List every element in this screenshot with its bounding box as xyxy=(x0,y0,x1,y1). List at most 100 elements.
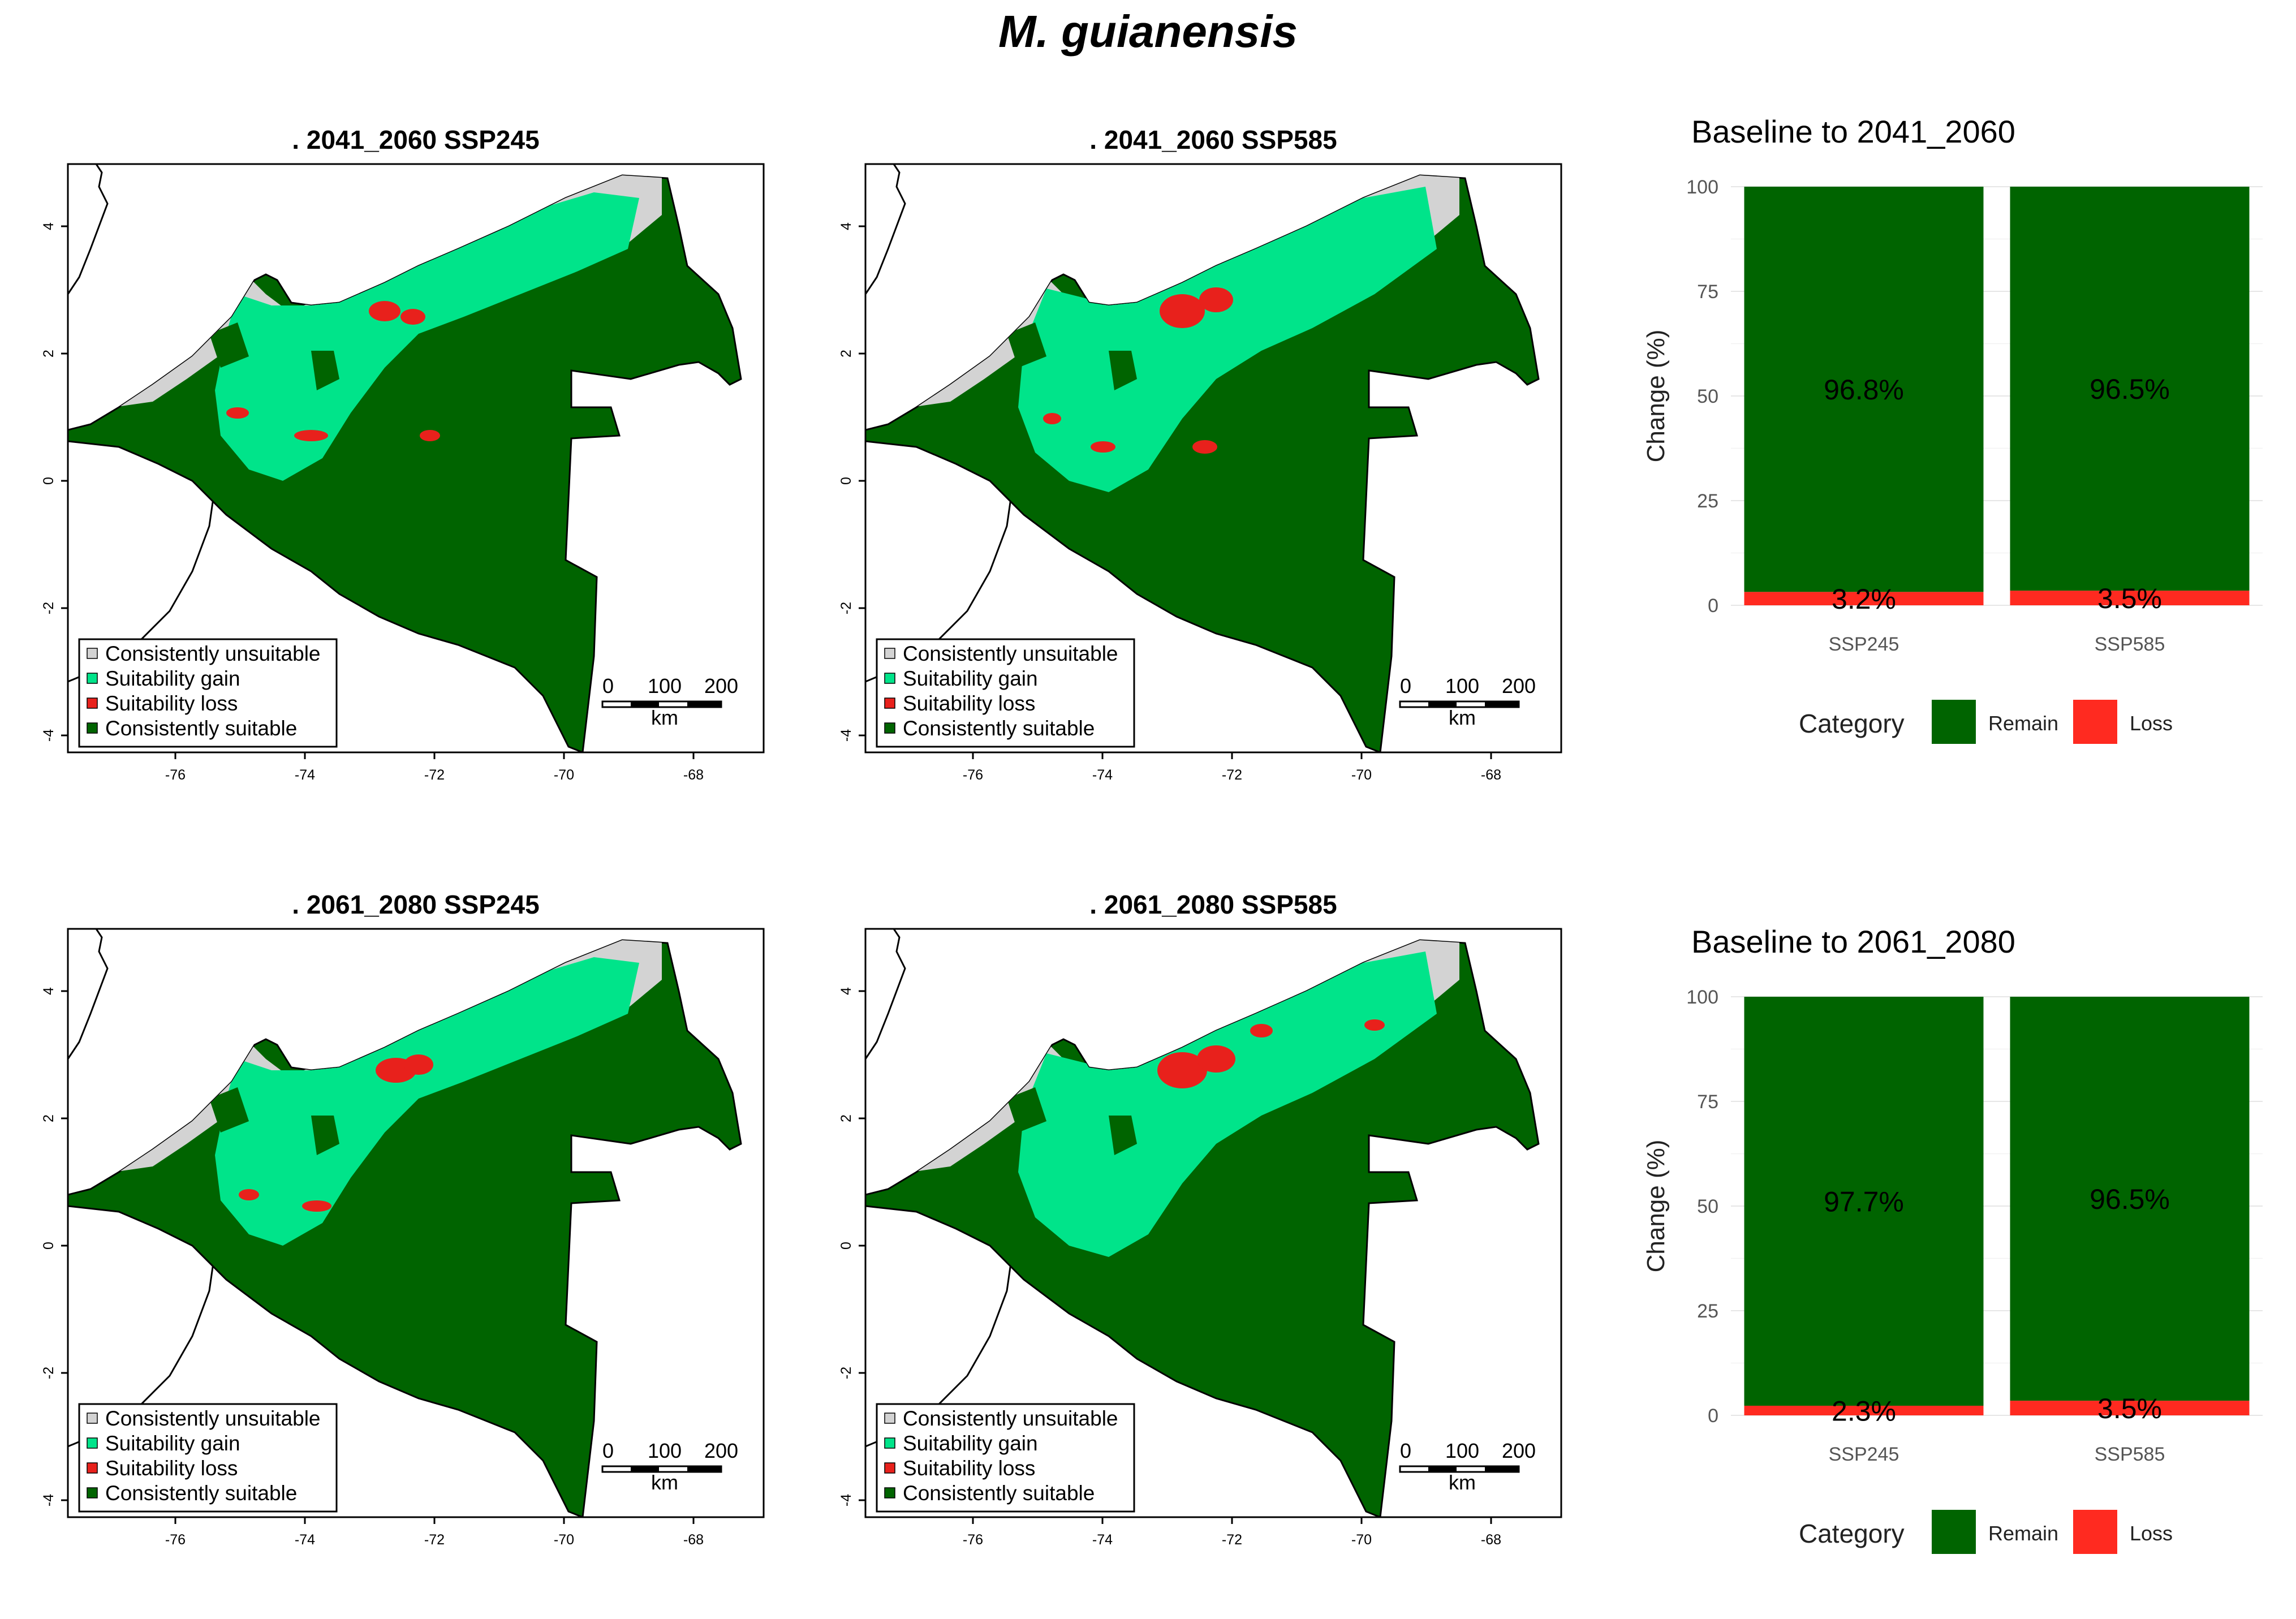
region-loss xyxy=(1197,1045,1235,1073)
region-loss xyxy=(369,301,400,321)
x-tick-label: -68 xyxy=(1481,1532,1501,1548)
scale-bar: 0 100 200 km xyxy=(1399,1439,1536,1494)
data-label-loss: 2.3% xyxy=(1832,1395,1896,1427)
scale-label: 0 xyxy=(602,674,614,697)
region-loss xyxy=(226,407,249,419)
data-label-remain: 97.7% xyxy=(1824,1186,1904,1217)
bar-chart-svg: 100 75 50 25 0 Change (%) 96.8% 3.2% SSP245 96.5%… xyxy=(1642,176,2263,744)
legend-label: Suitability loss xyxy=(105,1457,238,1480)
map-frame xyxy=(67,163,765,753)
map-panel-2041-ssp245: . 2041_2060 SSP245 -76 -74 -72 -70 -68 4 2 0 -2-… xyxy=(0,124,792,820)
legend-label: Suitability loss xyxy=(903,1457,1035,1480)
region-loss xyxy=(1192,440,1217,454)
bar-loss xyxy=(2010,1401,2250,1415)
y-tick-label: 2 xyxy=(838,1114,854,1122)
region-suitable-patch xyxy=(1007,1087,1046,1133)
y-axis-label: Change (%) xyxy=(1642,330,1670,463)
scale-bar-segment xyxy=(687,1466,721,1472)
y-tick-label: -4 xyxy=(41,1494,57,1506)
legend-swatch xyxy=(884,1487,895,1499)
map-area xyxy=(865,929,1540,1517)
legend-title: Category xyxy=(1799,1519,1905,1548)
x-tick-label: -70 xyxy=(554,767,574,783)
scale-label: 0 xyxy=(602,1439,614,1462)
region-loss xyxy=(1250,1024,1273,1037)
data-label-remain: 96.5% xyxy=(2090,1183,2170,1215)
x-tick-label: -72 xyxy=(424,1532,445,1548)
bar-chart-svg: 100 75 50 25 0 Change (%) 97.7% 2.3% SSP245 96.5%… xyxy=(1642,987,2263,1554)
y-tick-label: -2 xyxy=(838,1367,854,1379)
bar-remain xyxy=(1744,997,1984,1406)
coastline xyxy=(865,929,906,1060)
legend-label: Suitability loss xyxy=(105,692,238,715)
legend-label: Consistently unsuitable xyxy=(903,1407,1118,1430)
coastline xyxy=(865,164,906,295)
region-suitable-patch xyxy=(1109,1116,1137,1155)
region-gain xyxy=(1018,187,1437,492)
coastline xyxy=(68,164,109,295)
y-tick-label: 2 xyxy=(41,350,57,358)
x-tick-label: -68 xyxy=(1481,767,1501,783)
scale-label: 100 xyxy=(1445,1439,1479,1462)
legend-swatch xyxy=(87,697,98,709)
y-tick-label: -2 xyxy=(41,602,57,614)
y-tick-label: 0 xyxy=(838,1242,854,1250)
y-tick-label: 4 xyxy=(838,222,854,230)
y-tick-label: 25 xyxy=(1697,490,1718,512)
bar-loss xyxy=(2010,591,2250,605)
scale-bar-segment xyxy=(1428,1466,1457,1472)
map-frame xyxy=(864,928,1562,1518)
legend-label: Remain xyxy=(1988,712,2058,735)
data-label-loss: 3.2% xyxy=(1832,583,1896,615)
x-tick-label: -68 xyxy=(683,767,704,783)
map-svg: -76 -74 -72 -70 -68 4 2 0 -2 -4 Consistently unsui… xyxy=(838,163,1562,783)
legend-title: Category xyxy=(1799,709,1905,738)
map-title: . 2041_2060 SSP245 xyxy=(292,125,540,154)
legend-swatch xyxy=(87,1437,98,1449)
y-tick-label: 100 xyxy=(1686,176,1718,198)
region-loss xyxy=(302,1200,331,1212)
bar-loss xyxy=(1744,1405,1984,1415)
x-tick-label: -76 xyxy=(963,767,983,783)
bar-legend: Category Remain Loss xyxy=(1799,1510,2173,1554)
data-label-remain: 96.5% xyxy=(2090,373,2170,405)
legend-swatch xyxy=(884,648,895,659)
legend-swatch xyxy=(884,697,895,709)
region-suitable-patch xyxy=(311,1116,339,1155)
scale-bar-segment xyxy=(1485,1466,1519,1472)
y-tick-label: 0 xyxy=(41,477,57,485)
legend-label: Consistently unsuitable xyxy=(105,642,321,665)
y-tick-label: 25 xyxy=(1697,1301,1718,1322)
map-frame xyxy=(67,928,765,1518)
legend-box xyxy=(78,638,338,748)
y-tick-label: 2 xyxy=(41,1114,57,1122)
figure-title: M. guianensis xyxy=(998,6,1298,57)
scale-unit: km xyxy=(651,1471,678,1494)
bar-legend: Category Remain Loss xyxy=(1799,700,2173,744)
legend-label: Suitability gain xyxy=(105,1432,240,1455)
y-tick-label: 0 xyxy=(41,1242,57,1250)
bar-loss xyxy=(1744,592,1984,605)
x-tick-label: -76 xyxy=(165,1532,186,1548)
x-tick-label: SSP245 xyxy=(1829,1444,1899,1465)
legend-box xyxy=(78,1403,338,1513)
scale-bar: 0 100 200 km xyxy=(601,1439,738,1494)
y-tick-label: -2 xyxy=(838,602,854,614)
x-tick-label: -76 xyxy=(165,767,186,783)
map-svg: -76 -74 -72 -70 -68 4 2 0 -2 -4 Consistently unsui… xyxy=(41,928,765,1548)
x-tick-label: -76 xyxy=(963,1532,983,1548)
map-area xyxy=(865,164,1540,752)
x-tick-label: -70 xyxy=(1351,767,1372,783)
y-tick-label: 4 xyxy=(41,987,57,995)
region-loss xyxy=(420,430,440,441)
legend-label: Consistently unsuitable xyxy=(105,1407,321,1430)
y-tick-label: 75 xyxy=(1697,281,1718,303)
scale-label: 100 xyxy=(1445,674,1479,697)
map-svg: -76 -74 -72 -70 -68 4 2 0 -2 -4 Consistently unsui… xyxy=(838,928,1562,1548)
x-tick-label: SSP585 xyxy=(2095,1444,2165,1465)
region-gain xyxy=(1018,951,1437,1257)
legend-swatch xyxy=(1932,700,1976,744)
